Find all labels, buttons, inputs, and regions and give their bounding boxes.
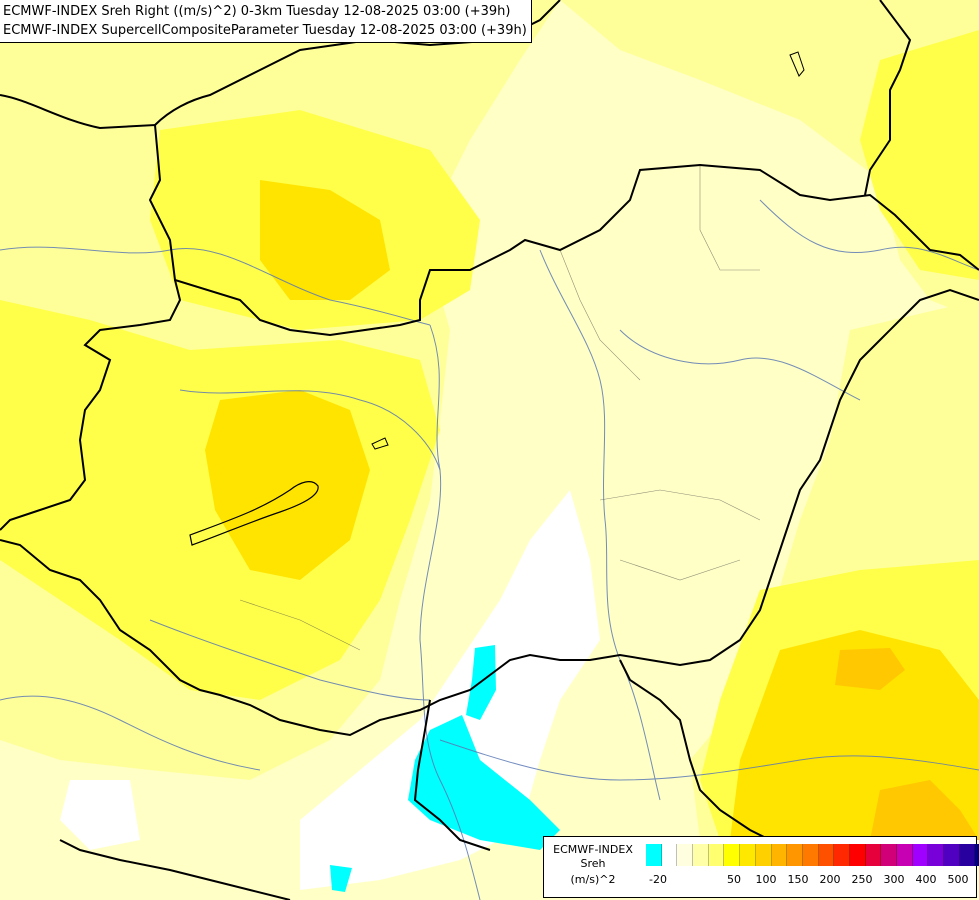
legend-tick-label: 500 <box>947 873 969 886</box>
legend-tick-label: 150 <box>787 873 809 886</box>
legend-tick-label: 100 <box>755 873 777 886</box>
sreh-fill-white-sw <box>60 780 140 850</box>
legend-tick-label: -20 <box>649 873 667 886</box>
legend-swatch <box>740 844 756 866</box>
legend-tick-label: 50 <box>727 873 741 886</box>
legend-swatch <box>661 844 678 866</box>
legend-variable: Sreh <box>580 857 606 870</box>
legend-swatch <box>708 844 725 866</box>
legend-swatch <box>912 844 929 866</box>
color-legend: ECMWF-INDEX Sreh (m/s)^2 -20 50 100 150 200 2… <box>543 836 979 898</box>
sreh-fill-orange <box>835 648 979 840</box>
legend-tick-label: 300 <box>883 873 905 886</box>
legend-swatch <box>724 844 741 866</box>
legend-unit: (m/s)^2 <box>570 873 616 886</box>
legend-swatch <box>787 844 803 866</box>
lake-balaton <box>189 481 319 546</box>
legend-swatch <box>975 844 979 866</box>
legend-swatch <box>802 844 819 866</box>
legend-swatch <box>834 844 850 866</box>
legend-swatch <box>959 844 976 866</box>
legend-swatch <box>693 844 709 866</box>
small-lake <box>371 437 389 450</box>
legend-swatch <box>881 844 897 866</box>
legend-swatch <box>897 844 913 866</box>
legend-swatch <box>928 844 945 866</box>
map-title-box: ECMWF-INDEX Sreh Right ((m/s)^2) 0-3km T… <box>0 0 532 43</box>
legend-swatch <box>646 844 662 866</box>
small-lake-2 <box>789 51 805 77</box>
legend-tick-label: 400 <box>915 873 937 886</box>
legend-swatch <box>849 844 866 866</box>
legend-swatch <box>818 844 835 866</box>
admin-lines <box>239 165 761 651</box>
rivers <box>0 199 979 900</box>
legend-swatches <box>646 844 979 866</box>
legend-tick-label: 250 <box>851 873 873 886</box>
sreh-fill-white <box>300 490 600 890</box>
legend-swatch <box>771 844 788 866</box>
legend-swatch <box>865 844 882 866</box>
legend-swatch <box>755 844 772 866</box>
legend-tick-label: 200 <box>819 873 841 886</box>
legend-swatch <box>677 844 694 866</box>
map-title-line2: ECMWF-INDEX SupercellCompositeParameter … <box>3 23 527 38</box>
legend-source: ECMWF-INDEX <box>553 843 633 856</box>
legend-ticks: -2050100150200250300400500700 <box>646 873 976 889</box>
legend-swatch <box>944 844 960 866</box>
map-title-line1: ECMWF-INDEX Sreh Right ((m/s)^2) 0-3km T… <box>3 4 511 19</box>
